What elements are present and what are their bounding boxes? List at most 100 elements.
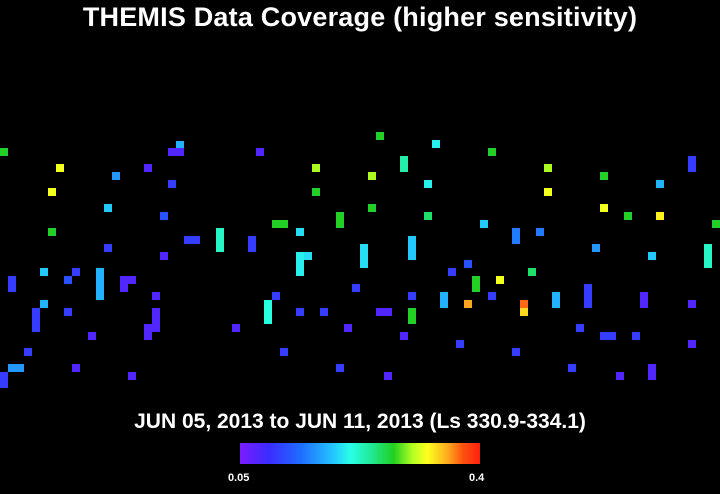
coverage-cell bbox=[424, 212, 432, 220]
coverage-cell bbox=[24, 348, 32, 356]
coverage-cell bbox=[648, 364, 656, 380]
coverage-cell bbox=[8, 364, 24, 372]
coverage-cell bbox=[712, 220, 720, 228]
chart-title: THEMIS Data Coverage (higher sensitivity… bbox=[82, 2, 638, 32]
coverage-cell bbox=[488, 292, 496, 300]
coverage-cell bbox=[88, 332, 96, 340]
coverage-cell bbox=[688, 340, 696, 348]
coverage-cell bbox=[40, 300, 48, 308]
coverage-cell bbox=[72, 268, 80, 276]
coverage-cell bbox=[64, 276, 72, 284]
coverage-cell bbox=[176, 141, 184, 149]
coverage-cell bbox=[304, 252, 312, 260]
coverage-cell bbox=[464, 260, 472, 268]
coverage-cell bbox=[72, 364, 80, 372]
coverage-cell bbox=[48, 188, 56, 196]
date-range-subtitle: JUN 05, 2013 to JUN 11, 2013 (Ls 330.9-3… bbox=[134, 410, 586, 433]
coverage-cell bbox=[576, 324, 584, 332]
coverage-cell bbox=[256, 148, 264, 156]
coverage-cell bbox=[144, 324, 152, 340]
coverage-cell bbox=[472, 276, 480, 292]
coverage-cell bbox=[704, 244, 712, 268]
coverage-cell bbox=[464, 300, 472, 308]
colorbar-min-label: 0.05 bbox=[228, 472, 250, 484]
coverage-cell bbox=[312, 188, 320, 196]
coverage-cell bbox=[184, 236, 200, 244]
coverage-cell bbox=[656, 212, 664, 220]
coverage-cell bbox=[152, 308, 160, 332]
coverage-cell bbox=[272, 292, 280, 300]
coverage-cell bbox=[408, 292, 416, 300]
coverage-cell bbox=[104, 244, 112, 252]
coverage-cell bbox=[384, 372, 392, 380]
coverage-cell bbox=[544, 188, 552, 196]
coverage-cell bbox=[536, 228, 544, 236]
coverage-cell bbox=[688, 156, 696, 172]
colorbar bbox=[240, 443, 480, 464]
coverage-cell bbox=[640, 292, 648, 308]
coverage-cell bbox=[512, 348, 520, 356]
coverage-cell bbox=[144, 164, 152, 172]
coverage-cell bbox=[520, 308, 528, 316]
coverage-cell bbox=[40, 268, 48, 276]
coverage-cell bbox=[600, 204, 608, 212]
coverage-cell bbox=[528, 268, 536, 276]
coverage-cell bbox=[616, 372, 624, 380]
coverage-cell bbox=[624, 212, 632, 220]
coverage-cell bbox=[592, 244, 600, 252]
coverage-cell bbox=[336, 212, 344, 228]
coverage-cell bbox=[352, 284, 360, 292]
coverage-cell bbox=[296, 252, 304, 276]
colorbar-max-label: 0.4 bbox=[469, 472, 485, 484]
coverage-cell bbox=[120, 276, 136, 284]
coverage-cell bbox=[368, 172, 376, 180]
coverage-cell bbox=[432, 140, 440, 148]
coverage-cell bbox=[296, 308, 304, 316]
coverage-cell bbox=[168, 180, 176, 188]
coverage-cell bbox=[408, 236, 416, 260]
coverage-cell bbox=[360, 244, 368, 268]
coverage-cell bbox=[648, 252, 656, 260]
coverage-cell bbox=[408, 308, 416, 324]
coverage-cell bbox=[512, 228, 520, 244]
coverage-cell bbox=[296, 228, 304, 236]
coverage-cell bbox=[344, 324, 352, 332]
coverage-cell bbox=[400, 156, 408, 172]
coverage-cell bbox=[0, 148, 8, 156]
coverage-cell bbox=[160, 212, 168, 220]
coverage-cell bbox=[496, 276, 504, 284]
coverage-cell bbox=[688, 300, 696, 308]
coverage-cell bbox=[112, 172, 120, 180]
coverage-cell bbox=[568, 364, 576, 372]
coverage-cell bbox=[400, 332, 408, 340]
coverage-cell bbox=[320, 308, 328, 316]
coverage-cell bbox=[272, 220, 288, 228]
coverage-cell bbox=[264, 300, 272, 324]
coverage-cell bbox=[8, 276, 16, 292]
coverage-cell bbox=[152, 292, 160, 300]
coverage-cell bbox=[552, 292, 560, 308]
coverage-cell bbox=[160, 252, 168, 260]
coverage-cell bbox=[448, 268, 456, 276]
coverage-cell bbox=[632, 332, 640, 340]
coverage-cell bbox=[544, 164, 552, 172]
coverage-cell bbox=[232, 324, 240, 332]
coverage-cell bbox=[488, 148, 496, 156]
coverage-cell bbox=[280, 348, 288, 356]
coverage-cell bbox=[56, 164, 64, 172]
coverage-cell bbox=[216, 228, 224, 252]
coverage-cell bbox=[312, 164, 320, 172]
coverage-cell bbox=[368, 204, 376, 212]
coverage-cell bbox=[128, 372, 136, 380]
coverage-cell bbox=[656, 180, 664, 188]
coverage-cell bbox=[168, 148, 184, 156]
coverage-cell bbox=[440, 292, 448, 308]
coverage-cell bbox=[456, 340, 464, 348]
coverage-cell bbox=[64, 308, 72, 316]
coverage-cell bbox=[376, 308, 392, 316]
coverage-cell bbox=[480, 220, 488, 228]
coverage-cell bbox=[600, 332, 616, 340]
coverage-cell bbox=[424, 180, 432, 188]
coverage-cell bbox=[376, 132, 384, 140]
